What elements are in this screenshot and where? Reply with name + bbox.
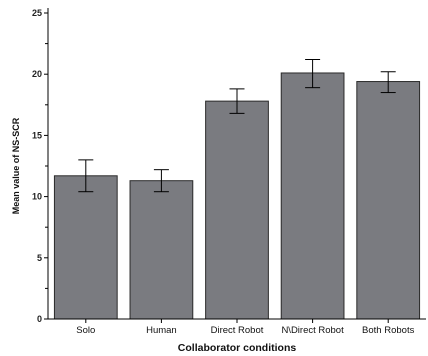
y-tick-label: 15 (32, 130, 42, 140)
bar (356, 81, 421, 320)
x-tick-label: Human (146, 325, 177, 336)
x-tick-label: Direct Robot (211, 325, 264, 336)
y-tick-label: 10 (32, 192, 42, 202)
x-tick-label: Solo (76, 325, 95, 336)
error-bars-layer (78, 59, 396, 193)
y-tick-label: 20 (32, 69, 42, 79)
x-tick-label: N\Direct Robot (281, 325, 344, 336)
bar (280, 72, 345, 320)
bar (205, 100, 269, 320)
x-axis-title: Collaborator conditions (178, 342, 297, 354)
bar (53, 175, 118, 320)
bar (129, 180, 194, 320)
y-ticks-layer: 0 5 10 15 20 25 (32, 8, 48, 324)
y-tick-label: 5 (37, 253, 42, 263)
y-tick-label: 25 (32, 8, 42, 18)
x-tick-label: Both Robots (362, 325, 415, 336)
y-axis-title: Mean value of NS-SCR (11, 117, 21, 214)
x-tick-labels-layer: Solo Human Direct Robot N\Direct Robot Both … (76, 319, 415, 336)
y-tick-label: 0 (37, 314, 42, 324)
